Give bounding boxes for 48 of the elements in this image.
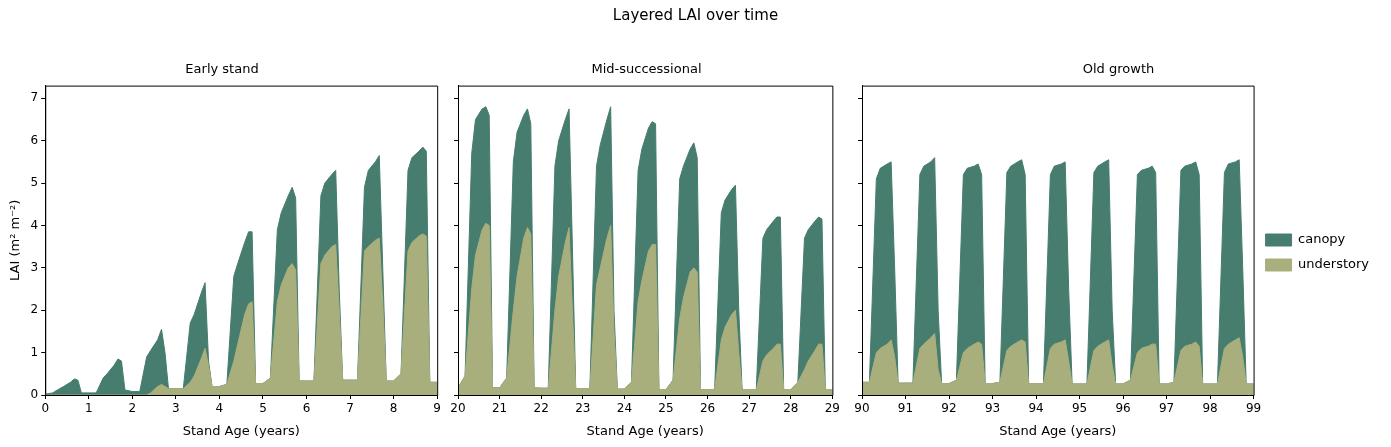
x-tick-label: 21 xyxy=(491,401,508,416)
x-tick-label: 26 xyxy=(699,401,716,416)
x-tick-label: 8 xyxy=(389,401,398,416)
legend-label: understory xyxy=(1298,256,1370,272)
y-tick-label: 7 xyxy=(30,90,39,105)
x-tick-label: 93 xyxy=(984,401,1001,416)
x-tick-label: 29 xyxy=(824,401,841,416)
x-tick-label: 28 xyxy=(783,401,799,416)
x-tick-label: 6 xyxy=(302,401,311,416)
chart-title: Early stand xyxy=(185,61,259,77)
y-tick-label: 5 xyxy=(30,175,39,190)
x-tick-label: 1 xyxy=(84,401,93,416)
y-tick-label: 0 xyxy=(30,387,39,402)
y-tick-label: 3 xyxy=(30,259,39,274)
legend-label: canopy xyxy=(1298,231,1346,247)
y-tick-label: 4 xyxy=(30,217,39,232)
x-tick-label: 97 xyxy=(1158,401,1175,416)
y-tick-label: 6 xyxy=(30,132,39,147)
x-tick-label: 9 xyxy=(433,401,441,416)
x-tick-label: 90 xyxy=(854,401,870,416)
y-axis-title: LAI (m² m⁻²) xyxy=(7,199,23,281)
x-tick-label: 4 xyxy=(215,401,224,416)
text: Layered LAI over time xyxy=(611,6,780,24)
x-axis-title: Stand Age (years) xyxy=(586,422,704,438)
x-axis-title: Stand Age (years) xyxy=(999,422,1117,438)
chart-title: Old growth xyxy=(1082,61,1155,77)
x-tick-label: 0 xyxy=(41,401,50,416)
x-tick-label: 23 xyxy=(575,401,591,416)
x-tick-label: 7 xyxy=(346,401,354,416)
x-tick-label: 95 xyxy=(1071,401,1088,416)
x-tick-label: 94 xyxy=(1028,401,1044,416)
y-tick-label: 2 xyxy=(30,302,39,317)
x-tick-label: 25 xyxy=(658,401,674,416)
x-tick-label: 22 xyxy=(533,401,549,416)
x-tick-label: 99 xyxy=(1245,401,1262,416)
x-tick-label: 27 xyxy=(741,401,757,416)
x-axis-title: Stand Age (years) xyxy=(182,422,300,438)
x-tick-label: 5 xyxy=(259,401,267,416)
chart-title: Mid-successional xyxy=(591,61,702,77)
x-tick-label: 91 xyxy=(897,401,914,416)
x-tick-label: 98 xyxy=(1202,401,1218,416)
x-tick-label: 20 xyxy=(450,401,466,416)
x-tick-label: 24 xyxy=(616,401,633,416)
y-tick-label: 1 xyxy=(30,344,39,359)
x-tick-label: 3 xyxy=(172,401,180,416)
x-tick-label: 92 xyxy=(941,401,957,416)
x-tick-label: 2 xyxy=(128,401,137,416)
x-tick-label: 96 xyxy=(1115,401,1131,416)
